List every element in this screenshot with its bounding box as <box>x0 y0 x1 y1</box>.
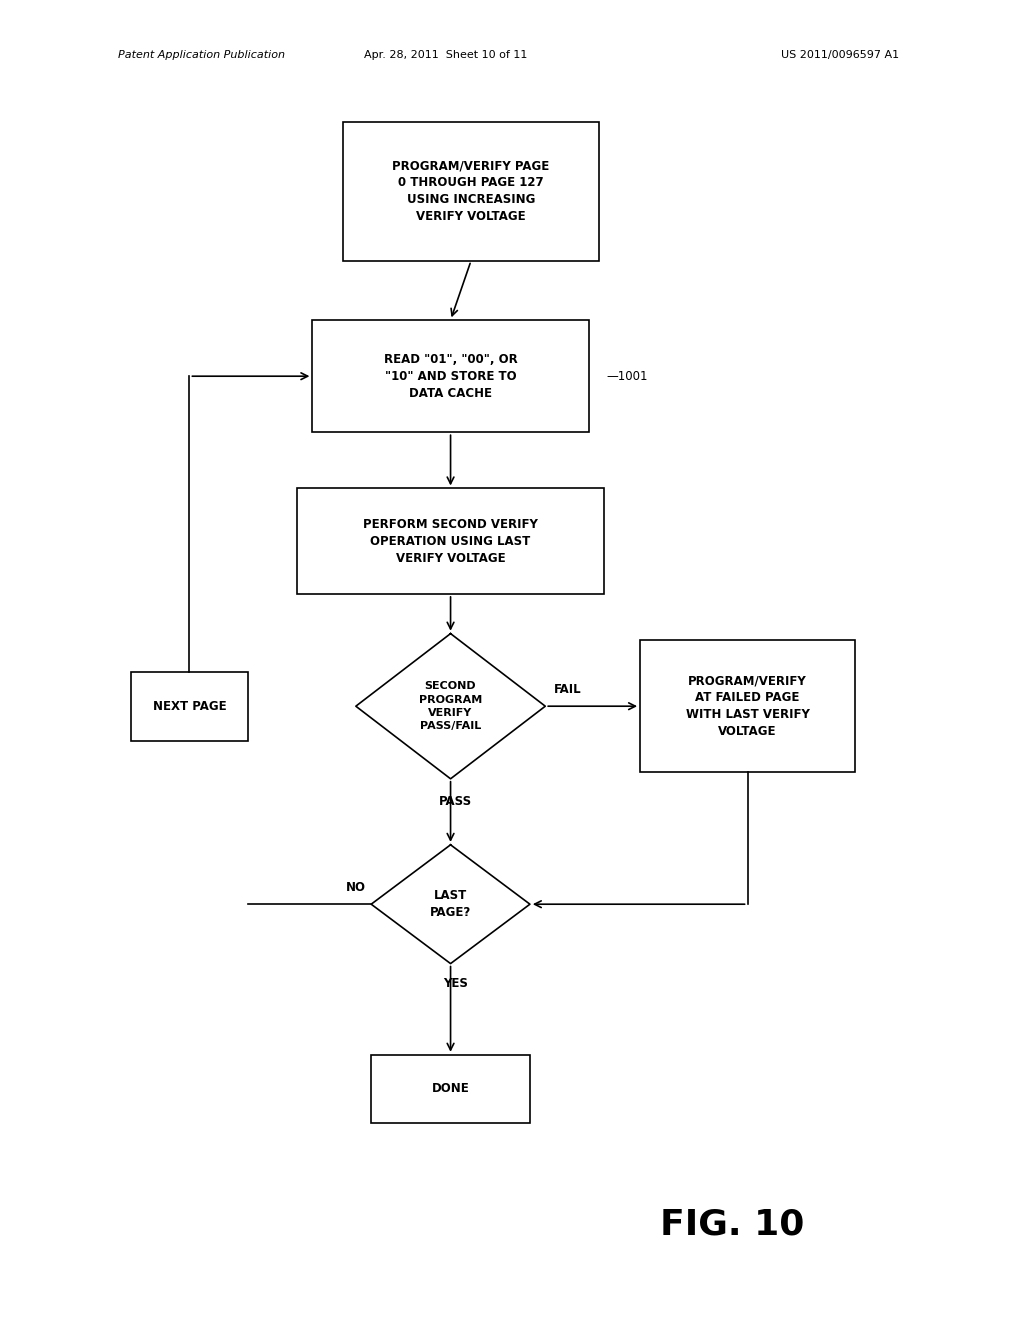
Text: PROGRAM/VERIFY
AT FAILED PAGE
WITH LAST VERIFY
VOLTAGE: PROGRAM/VERIFY AT FAILED PAGE WITH LAST … <box>686 675 809 738</box>
Text: DONE: DONE <box>432 1082 469 1096</box>
Bar <box>312 321 589 433</box>
Text: NEXT PAGE: NEXT PAGE <box>153 700 226 713</box>
Bar <box>131 672 248 741</box>
Text: FIG. 10: FIG. 10 <box>660 1208 804 1242</box>
Text: LAST
PAGE?: LAST PAGE? <box>430 890 471 919</box>
Text: FAIL: FAIL <box>553 682 581 696</box>
Bar <box>343 123 599 261</box>
Text: Patent Application Publication: Patent Application Publication <box>118 50 285 61</box>
Text: NO: NO <box>346 880 367 894</box>
Bar <box>640 640 855 772</box>
Text: PERFORM SECOND VERIFY
OPERATION USING LAST
VERIFY VOLTAGE: PERFORM SECOND VERIFY OPERATION USING LA… <box>364 517 538 565</box>
Text: PASS: PASS <box>439 795 472 808</box>
Text: YES: YES <box>443 977 468 990</box>
Text: PROGRAM/VERIFY PAGE
0 THROUGH PAGE 127
USING INCREASING
VERIFY VOLTAGE: PROGRAM/VERIFY PAGE 0 THROUGH PAGE 127 U… <box>392 160 550 223</box>
Text: US 2011/0096597 A1: US 2011/0096597 A1 <box>780 50 899 61</box>
Bar <box>297 488 604 594</box>
Text: Apr. 28, 2011  Sheet 10 of 11: Apr. 28, 2011 Sheet 10 of 11 <box>364 50 527 61</box>
Bar <box>371 1055 530 1123</box>
Text: SECOND
PROGRAM
VERIFY
PASS/FAIL: SECOND PROGRAM VERIFY PASS/FAIL <box>419 681 482 731</box>
Text: READ "01", "00", OR
"10" AND STORE TO
DATA CACHE: READ "01", "00", OR "10" AND STORE TO DA… <box>384 352 517 400</box>
Text: —1001: —1001 <box>606 370 648 383</box>
